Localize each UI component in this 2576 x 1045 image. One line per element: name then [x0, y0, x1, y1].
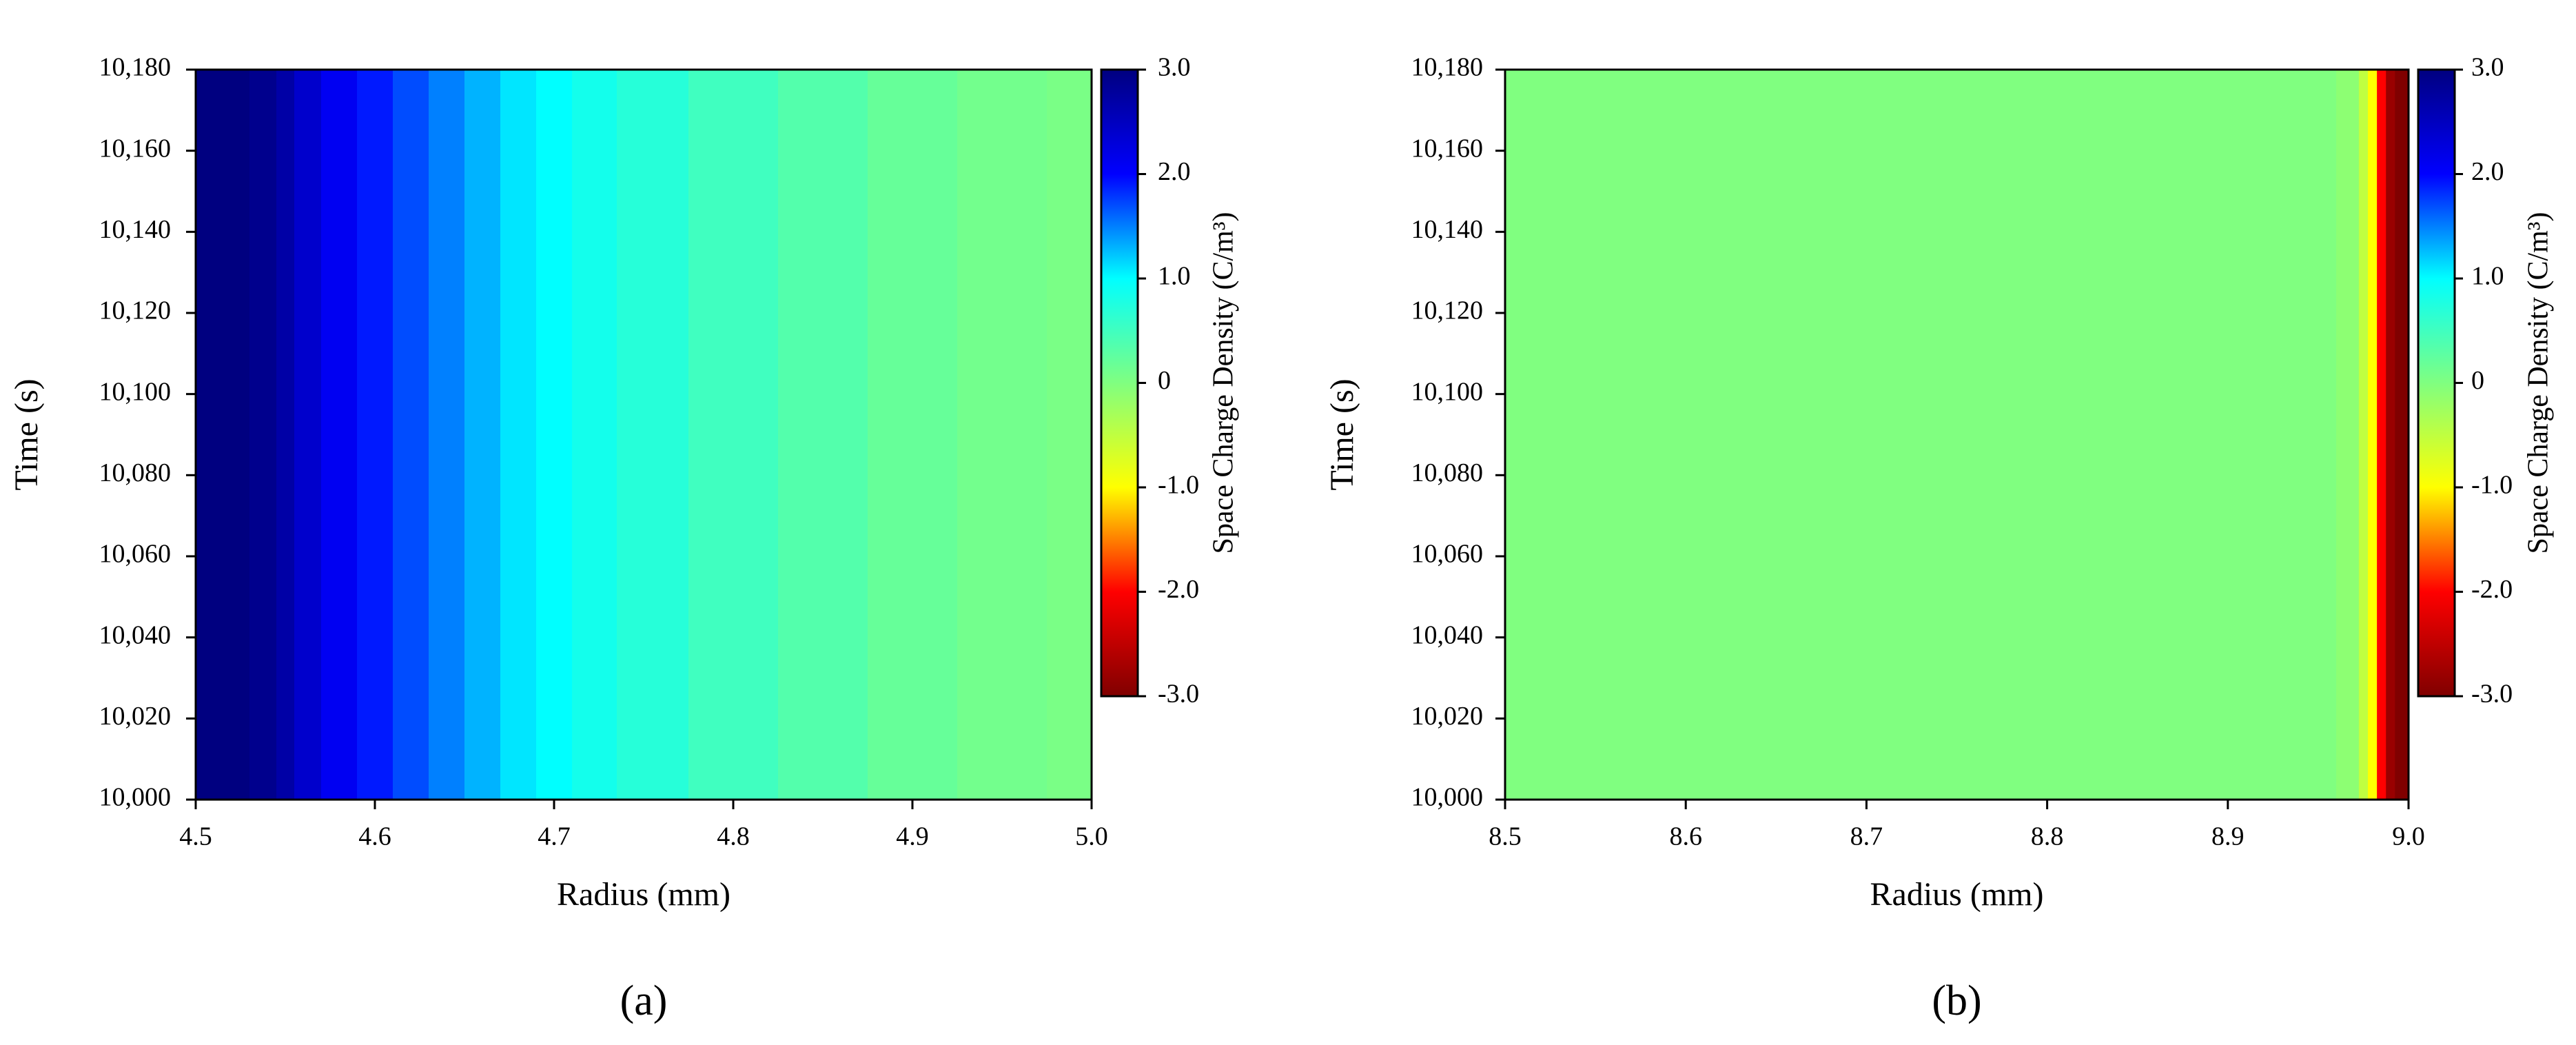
x-axis-title: Radius (mm): [1870, 876, 2044, 913]
colorbar: [2417, 68, 2456, 698]
y-tick-label: 10,140: [1411, 215, 1484, 244]
heatmap-cell: [393, 70, 429, 800]
x-tick-label: 4.9: [896, 822, 929, 851]
heatmap-cell: [536, 70, 573, 800]
colorbar-tick-label: -1.0: [2471, 471, 2513, 500]
y-tick-label: 10,100: [99, 377, 172, 406]
colorbar-tick-label: 3.0: [1158, 53, 1191, 82]
heatmap-cell: [429, 70, 465, 800]
colorbar-tick-label: 2.0: [1158, 157, 1191, 186]
colorbar: [1100, 68, 1139, 698]
colorbar-tick-label: -1.0: [1158, 471, 1199, 500]
heatmap-cell: [357, 70, 393, 800]
heatmap-cell: [2386, 70, 2396, 800]
heatmap-cell: [196, 70, 214, 800]
y-tick-label: 10,060: [99, 540, 172, 569]
y-tick-label: 10,160: [99, 134, 172, 163]
y-tick-label: 10,000: [99, 783, 172, 812]
panel-label: (b): [1932, 977, 1981, 1024]
y-tick-label: 10,180: [1411, 53, 1484, 82]
heatmap-cell: [2404, 70, 2409, 800]
y-tick-label: 10,080: [99, 458, 172, 487]
x-tick-label: 4.5: [179, 822, 212, 851]
y-tick-label: 10,180: [99, 53, 172, 82]
y-tick-label: 10,140: [99, 215, 172, 244]
heatmap-cell: [688, 70, 779, 800]
colorbar-tick-label: 0: [2471, 366, 2484, 395]
heatmap-cell: [2137, 70, 2274, 800]
heatmap-cell: [500, 70, 537, 800]
x-tick-label: 8.9: [2211, 822, 2245, 851]
y-tick-label: 10,000: [1411, 783, 1484, 812]
colorbar-tick-label: 0: [1158, 366, 1171, 395]
y-axis-title: Time (s): [1324, 378, 1360, 490]
heatmap-cell: [1956, 70, 2138, 800]
colorbar-tick-label: 2.0: [2471, 157, 2504, 186]
y-tick-label: 10,060: [1411, 540, 1484, 569]
heatmap-cell: [1595, 70, 1777, 800]
heatmap-cell: [249, 70, 277, 800]
heatmap-cell: [572, 70, 617, 800]
colorbar-tick-label: 1.0: [1158, 262, 1191, 291]
heatmap-cell: [868, 70, 958, 800]
colorbar-title: Space Charge Density (C/m³): [1208, 212, 1240, 554]
y-tick-label: 10,020: [1411, 702, 1484, 731]
y-tick-label: 10,120: [1411, 296, 1484, 325]
y-tick-label: 10,100: [1411, 377, 1484, 406]
heatmap-cell: [778, 70, 868, 800]
x-axis-title: Radius (mm): [557, 876, 730, 913]
panel-label: (a): [620, 977, 668, 1024]
y-axis-title: Time (s): [8, 378, 45, 490]
colorbar-tick-label: -3.0: [1158, 680, 1199, 709]
heatmap-cell: [617, 70, 689, 800]
heatmap-cell: [2368, 70, 2378, 800]
heatmap-cell: [1047, 70, 1092, 800]
x-tick-label: 4.6: [358, 822, 391, 851]
y-tick-label: 10,120: [99, 296, 172, 325]
heatmap-cell: [2336, 70, 2360, 800]
y-tick-label: 10,160: [1411, 134, 1484, 163]
heatmap-cell: [321, 70, 358, 800]
colorbar-tick-label: -2.0: [1158, 575, 1199, 604]
y-tick-label: 10,020: [99, 702, 172, 731]
x-tick-label: 8.5: [1489, 822, 1522, 851]
x-tick-label: 9.0: [2392, 822, 2425, 851]
colorbar-tick-label: 1.0: [2471, 262, 2504, 291]
heatmap-cell: [276, 70, 295, 800]
plot-frame: [1504, 68, 2410, 801]
x-tick-label: 5.0: [1075, 822, 1108, 851]
x-tick-label: 4.8: [717, 822, 750, 851]
heatmap-cell: [464, 70, 501, 800]
heatmap-cell: [294, 70, 322, 800]
colorbar-tick-label: -3.0: [2471, 680, 2513, 709]
x-tick-label: 8.6: [1669, 822, 1702, 851]
heatmap-cell: [2358, 70, 2369, 800]
colorbar-tick-label: 3.0: [2471, 53, 2504, 82]
colorbar-tick-label: -2.0: [2471, 575, 2513, 604]
heatmap-cell: [957, 70, 1047, 800]
heatmap-cell: [214, 70, 250, 800]
heatmap-cell: [2273, 70, 2337, 800]
colorbar-title: Space Charge Density (C/m³): [2523, 212, 2555, 554]
x-tick-label: 4.7: [538, 822, 571, 851]
heatmap-cell: [2377, 70, 2387, 800]
y-tick-label: 10,040: [99, 620, 172, 649]
heatmap-cell: [2395, 70, 2405, 800]
plot-frame: [194, 68, 1093, 801]
heatmap-cell: [1776, 70, 1958, 800]
x-tick-label: 8.8: [2031, 822, 2064, 851]
x-tick-label: 8.7: [1850, 822, 1883, 851]
y-tick-label: 10,080: [1411, 458, 1484, 487]
y-tick-label: 10,040: [1411, 620, 1484, 649]
heatmap-cell: [1505, 70, 1596, 800]
